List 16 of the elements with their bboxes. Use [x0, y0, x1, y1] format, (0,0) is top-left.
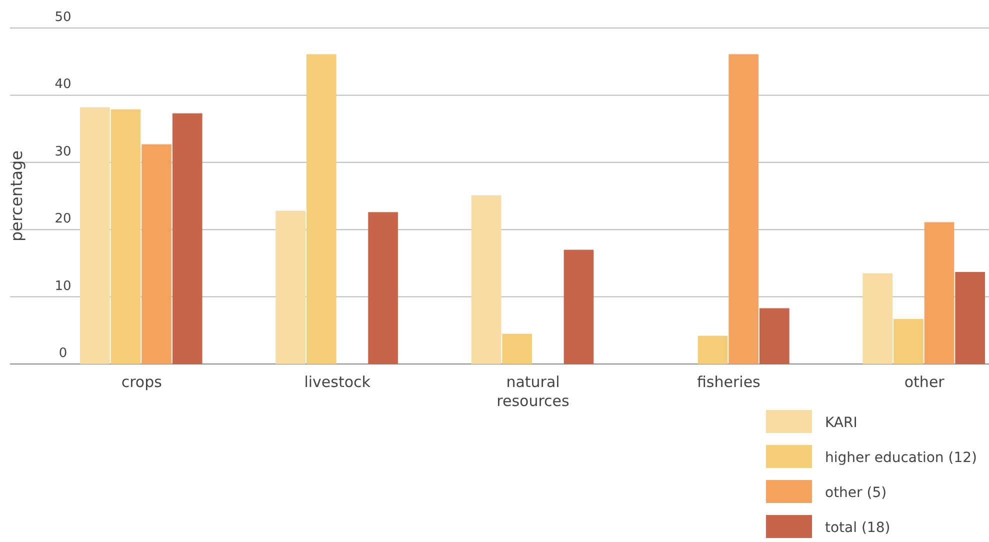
- legend-label: total (18): [825, 520, 890, 536]
- legend-label: other (5): [825, 485, 887, 501]
- x-tick-label: natural resources: [496, 373, 570, 410]
- legend-label: KARI: [825, 415, 858, 431]
- x-tick-label: fisheries: [696, 373, 761, 391]
- y-tick-label: 40: [54, 77, 72, 92]
- x-tick-label: other: [904, 373, 946, 391]
- y-tick-label: 0: [58, 346, 68, 361]
- y-tick-label: 20: [54, 212, 72, 227]
- legend-label: higher education (12): [825, 450, 977, 466]
- y-tick-label: 50: [54, 10, 72, 25]
- y-axis-title: percentage: [7, 150, 26, 242]
- y-tick-label: 10: [54, 278, 72, 294]
- x-tick-label: livestock: [304, 373, 371, 391]
- x-tick-label: crops: [121, 373, 162, 391]
- y-tick-label: 30: [54, 144, 72, 160]
